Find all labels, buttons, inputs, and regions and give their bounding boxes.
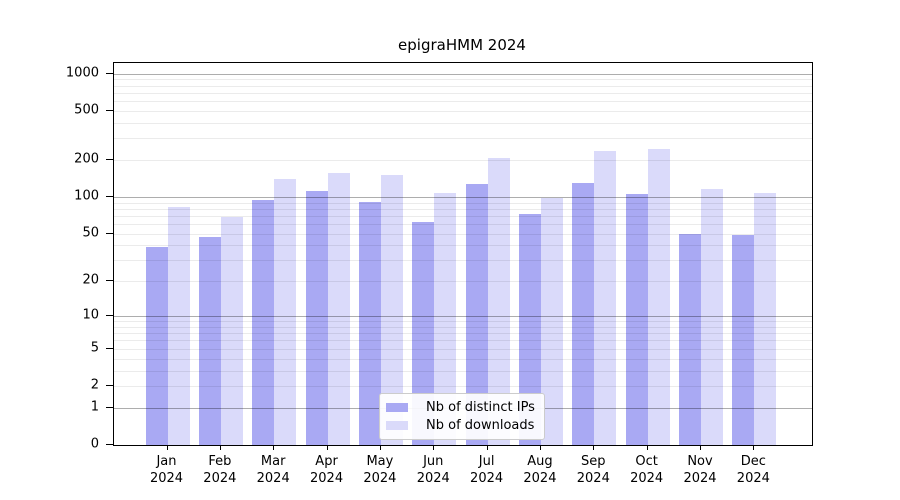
legend-swatch-distinct-ips <box>386 402 408 412</box>
x-axis-tick <box>753 445 755 450</box>
x-axis-tick <box>273 445 275 450</box>
bars-layer <box>114 63 812 445</box>
bar-downloads <box>540 198 563 445</box>
legend-label-downloads: Nb of downloads <box>426 417 535 433</box>
bar-distinct-ips <box>518 213 541 445</box>
legend-row-distinct-ips: Nb of distinct IPs <box>386 398 538 416</box>
bar-downloads <box>167 207 190 445</box>
bar-downloads <box>220 217 243 445</box>
bar-distinct-ips <box>732 234 755 445</box>
legend-row-downloads: Nb of downloads <box>386 416 538 434</box>
x-axis-tick <box>593 445 595 450</box>
x-axis-tick <box>379 445 381 450</box>
bar-distinct-ips <box>412 222 435 445</box>
x-axis-tick <box>646 445 648 450</box>
y-axis: 0 1 2 5 10 20 50 100 200 500 1000 <box>0 62 113 452</box>
y-axis-tick <box>106 347 113 349</box>
y-axis-tick-label: 50 <box>82 225 99 241</box>
x-axis-tick-label: Jan 2024 <box>149 454 184 486</box>
y-axis-tick-label: 2 <box>90 377 99 393</box>
y-axis-tick-label: 100 <box>74 188 99 204</box>
y-axis-tick-label: 10 <box>82 307 99 323</box>
x-axis-tick-label: Nov 2024 <box>683 454 717 486</box>
y-axis-tick-label: 1 <box>90 399 99 415</box>
y-axis-tick <box>106 444 113 445</box>
y-axis-tick <box>106 158 113 160</box>
y-axis-tick-label: 200 <box>74 151 99 167</box>
x-axis-tick-label: Mar 2024 <box>256 454 290 486</box>
y-axis-tick <box>106 406 113 408</box>
bar-downloads <box>274 179 297 445</box>
y-axis-tick-label: 1000 <box>65 65 99 80</box>
x-axis-tick-label: Apr 2024 <box>310 454 344 486</box>
bar-distinct-ips <box>198 236 221 445</box>
x-axis-tick-label: Sep 2024 <box>576 454 610 486</box>
bar-downloads <box>701 188 723 445</box>
x-axis-tick-label: May 2024 <box>363 454 397 486</box>
bar-distinct-ips <box>465 183 488 445</box>
bar-distinct-ips <box>572 183 595 445</box>
legend-swatch-downloads <box>386 420 408 430</box>
bar-downloads <box>487 158 510 445</box>
bar-downloads <box>594 151 617 445</box>
x-axis-tick <box>433 445 435 450</box>
y-axis-tick <box>106 109 113 111</box>
x-axis-tick <box>166 445 168 450</box>
x-axis-tick <box>539 445 541 450</box>
plot-area: Nb of distinct IPs Nb of downloads <box>113 62 813 446</box>
bar-downloads <box>327 173 350 445</box>
x-axis-tick-label: Aug 2024 <box>523 454 557 486</box>
bar-distinct-ips <box>252 199 275 445</box>
y-axis-tick <box>106 195 113 197</box>
y-axis-tick <box>106 384 113 386</box>
x-axis-tick-label: Oct 2024 <box>630 454 664 486</box>
x-axis-tick-label: Jun 2024 <box>416 454 450 486</box>
bar-distinct-ips <box>679 233 701 445</box>
x-axis-tick-label: Jul 2024 <box>470 454 504 486</box>
y-axis-tick <box>106 280 113 282</box>
y-axis-tick <box>106 72 113 74</box>
bar-distinct-ips <box>305 191 328 445</box>
x-axis-tick <box>700 445 701 450</box>
y-axis-tick-label: 20 <box>82 272 99 288</box>
legend: Nb of distinct IPs Nb of downloads <box>379 393 545 440</box>
x-axis-tick-label: Feb 2024 <box>203 454 237 486</box>
legend-label-distinct-ips: Nb of distinct IPs <box>426 399 535 415</box>
y-axis-tick <box>106 315 113 317</box>
bar-downloads <box>434 192 457 445</box>
bar-distinct-ips <box>625 193 648 445</box>
y-axis-tick-label: 500 <box>74 102 99 118</box>
y-axis-tick-label: 0 <box>90 436 99 452</box>
x-axis-tick <box>486 445 488 450</box>
x-axis-tick-label: Dec 2024 <box>736 454 770 486</box>
y-axis-tick <box>106 232 113 234</box>
bar-distinct-ips <box>358 201 381 445</box>
chart-title: epigraHMM 2024 <box>398 36 526 54</box>
bar-downloads <box>380 174 403 445</box>
x-axis-tick <box>326 445 328 450</box>
x-axis: Jan 2024 Feb 2024 Mar 2024 Apr 2024 May 2024… <box>113 444 811 500</box>
y-axis-tick-label: 5 <box>90 340 99 356</box>
bar-distinct-ips <box>145 246 168 445</box>
x-axis-tick <box>219 445 221 450</box>
bar-downloads <box>647 148 670 445</box>
bar-downloads <box>754 193 777 445</box>
